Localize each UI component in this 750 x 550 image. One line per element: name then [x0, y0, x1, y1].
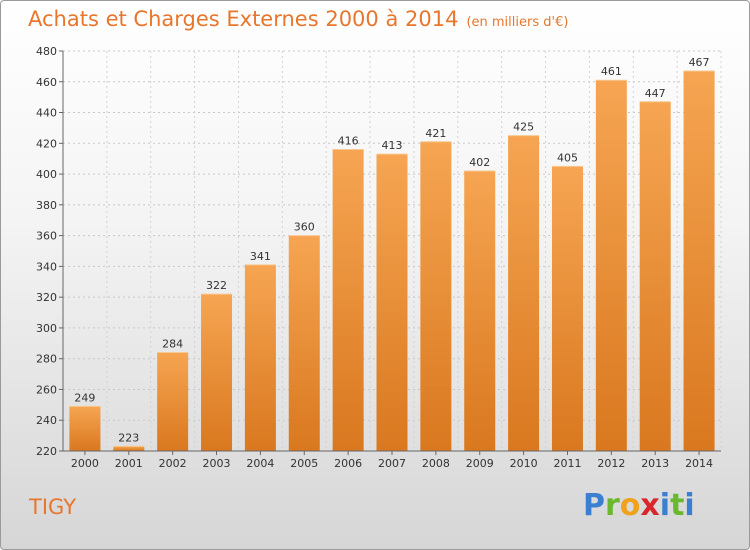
bar-2001: [113, 446, 145, 451]
y-tick-label: 400: [36, 168, 57, 181]
y-tick-label: 320: [36, 291, 57, 304]
y-axis: 220 240 260 280 300 320 340 360 380 400 420 440 460 4…: [36, 45, 64, 458]
data-label-2006: 416: [338, 134, 359, 147]
bar-series: [69, 70, 715, 452]
x-tick-label-2004: 2004: [246, 457, 274, 470]
y-tick-label: 420: [36, 137, 57, 150]
x-tick-label-2012: 2012: [597, 457, 625, 470]
bar-2009: [464, 171, 496, 451]
data-label-2013: 447: [645, 87, 666, 100]
x-tick-label-2011: 2011: [553, 457, 581, 470]
data-label-2011: 405: [557, 151, 578, 164]
x-tick-label-2005: 2005: [290, 457, 318, 470]
y-tick-label: 440: [36, 107, 57, 120]
x-tick-label-2013: 2013: [641, 457, 669, 470]
data-label-2014: 467: [689, 56, 710, 69]
bar-2008: [420, 141, 452, 451]
data-label-2001: 223: [118, 431, 139, 444]
data-label-2002: 284: [162, 338, 183, 351]
y-tick-label: 300: [36, 322, 57, 335]
y-tick-label: 240: [36, 414, 57, 427]
y-tick-label: 360: [36, 230, 57, 243]
brand-letter: i: [684, 488, 695, 523]
data-label-2012: 461: [601, 65, 622, 78]
data-label-2000: 249: [74, 391, 95, 404]
data-label-2003: 322: [206, 279, 227, 292]
x-tick-label-2008: 2008: [422, 457, 450, 470]
y-tick-label: 380: [36, 199, 57, 212]
data-label-2005: 360: [294, 221, 315, 234]
bar-2006: [332, 149, 364, 451]
x-tick-label-2000: 2000: [71, 457, 99, 470]
bar-2013: [639, 101, 671, 452]
bar-2005: [288, 235, 320, 451]
y-tick-label: 340: [36, 260, 57, 273]
brand-letter: i: [659, 488, 671, 523]
data-label-2007: 413: [382, 139, 403, 152]
x-tick-label-2002: 2002: [159, 457, 187, 470]
bar-2002: [157, 352, 189, 451]
bar-2014: [683, 71, 715, 451]
x-tick-label-2003: 2003: [203, 457, 231, 470]
data-label-2010: 425: [513, 121, 534, 134]
x-tick-label-2014: 2014: [685, 457, 713, 470]
data-label-2009: 402: [469, 156, 490, 169]
bar-2012: [595, 80, 627, 451]
brand-letter: x: [640, 488, 660, 523]
x-tick-label-2001: 2001: [115, 457, 143, 470]
brand-letter: r: [605, 488, 620, 523]
x-tick-label-2009: 2009: [466, 457, 494, 470]
brand-letter: P: [583, 488, 605, 523]
bar-2011: [551, 166, 583, 451]
y-tick-label: 480: [36, 45, 57, 58]
chart-unit: (en milliers d'€): [466, 15, 569, 30]
data-labels: 249 223 284 322 341 360 416 413 421 402 425 405 461 4…: [74, 56, 709, 444]
chart-title-text: Achats et Charges Externes 2000 à 2014: [28, 7, 459, 31]
chart-title: Achats et Charges Externes 2000 à 2014 (e…: [28, 7, 568, 31]
bar-2004: [244, 264, 276, 451]
x-tick-label-2006: 2006: [334, 457, 362, 470]
brand-letter: t: [670, 488, 685, 523]
data-label-2004: 341: [250, 250, 271, 263]
bar-2003: [201, 294, 233, 451]
y-tick-label: 460: [36, 76, 57, 89]
bar-2010: [508, 135, 540, 451]
y-tick-label: 220: [36, 445, 57, 458]
place-name: TIGY: [29, 495, 77, 519]
x-tick-label-2007: 2007: [378, 457, 406, 470]
y-tick-label: 260: [36, 383, 57, 396]
data-label-2008: 421: [425, 127, 446, 140]
brand-letter: o: [619, 488, 641, 523]
bar-2007: [376, 154, 408, 452]
y-tick-label: 280: [36, 353, 57, 366]
x-tick-label-2010: 2010: [510, 457, 538, 470]
bar-2000: [69, 406, 101, 451]
x-axis: 2000 2001 2002 2003 2004 2005 2006 2007 2008 2009…: [63, 450, 721, 470]
proxiti-logo[interactable]: Proxiti: [583, 488, 695, 523]
